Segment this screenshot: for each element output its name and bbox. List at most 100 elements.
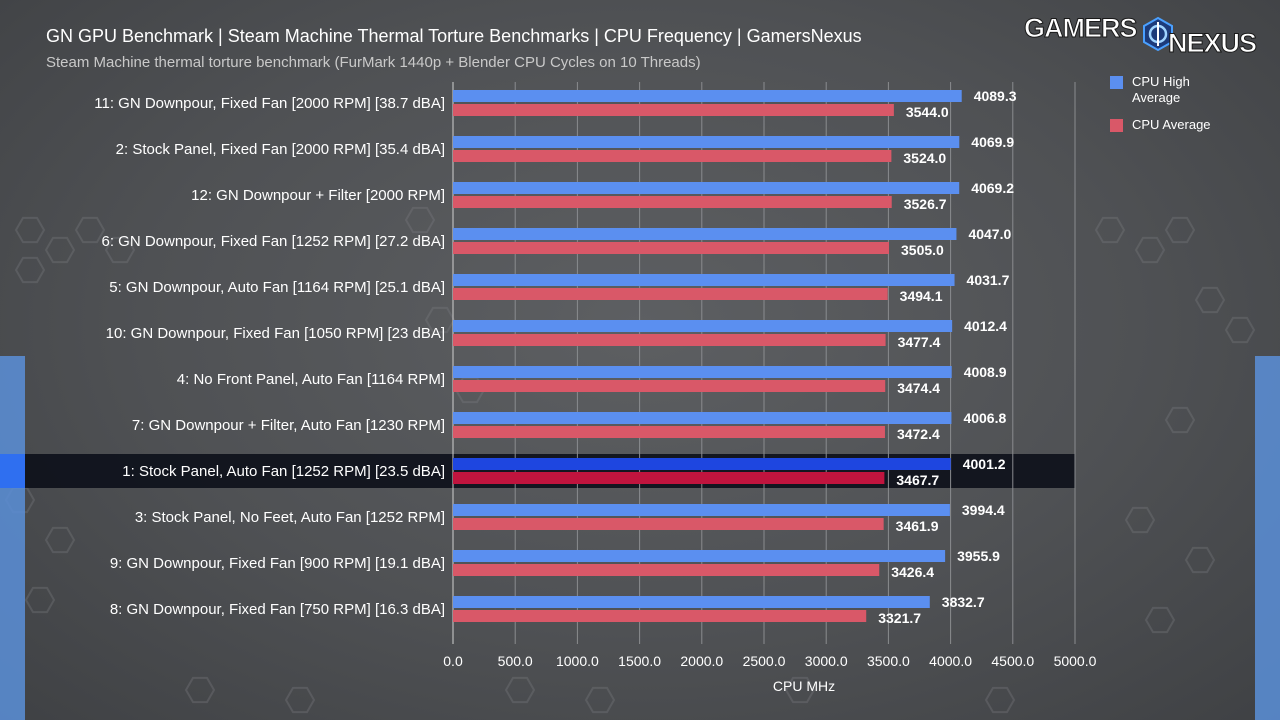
category-label: 4: No Front Panel, Auto Fan [1164 RPM] xyxy=(177,371,445,388)
category-label: 8: GN Downpour, Fixed Fan [750 RPM] [16.… xyxy=(110,601,445,618)
bar-cpu-average xyxy=(453,380,886,392)
value-label-cpu-average: 3472.4 xyxy=(897,426,940,442)
value-label-cpu-high-average: 4006.8 xyxy=(963,410,1006,426)
value-label-cpu-high-average: 4069.2 xyxy=(971,180,1014,196)
category-label: 12: GN Downpour + Filter [2000 RPM] xyxy=(191,187,445,204)
bar-cpu-high-average xyxy=(453,136,960,148)
bar-cpu-average xyxy=(453,288,888,300)
category-label: 1: Stock Panel, Auto Fan [1252 RPM] [23.… xyxy=(122,463,445,480)
value-label-cpu-average: 3524.0 xyxy=(903,150,946,166)
gn-emblem-icon xyxy=(1143,16,1173,52)
hexagon-shape xyxy=(1124,506,1156,534)
hexagon-shape xyxy=(14,216,46,244)
value-label-cpu-average: 3474.4 xyxy=(897,380,940,396)
category-label: 5: GN Downpour, Auto Fan [1164 RPM] [25.… xyxy=(109,279,445,296)
bar-cpu-average xyxy=(453,518,884,530)
chart-subtitle: Steam Machine thermal torture benchmark … xyxy=(46,54,701,71)
x-tick-label: 3500.0 xyxy=(867,653,910,669)
svg-text:NEXUS: NEXUS xyxy=(1168,28,1256,58)
bar-cpu-high-average xyxy=(453,90,962,102)
bar-cpu-average xyxy=(453,150,892,162)
x-tick-label: 500.0 xyxy=(498,653,533,669)
hexagon-shape xyxy=(1164,216,1196,244)
hexagon-shape xyxy=(44,236,76,264)
value-label-cpu-high-average: 4001.2 xyxy=(963,456,1006,472)
value-label-cpu-high-average: 3955.9 xyxy=(957,548,1000,564)
value-label-cpu-average: 3461.9 xyxy=(896,518,939,534)
value-label-cpu-high-average: 3994.4 xyxy=(962,502,1005,518)
bar-cpu-average xyxy=(453,426,885,438)
legend-swatch-red xyxy=(1110,119,1123,132)
bars xyxy=(453,90,962,622)
hexagon-shape xyxy=(984,686,1016,714)
hexagon-shape xyxy=(1224,316,1256,344)
value-label-cpu-average: 3426.4 xyxy=(891,564,934,580)
hexagon-shape xyxy=(1144,606,1176,634)
hexagon-shape xyxy=(404,206,436,234)
value-label-cpu-high-average: 4008.9 xyxy=(964,364,1007,380)
value-label-cpu-high-average: 4031.7 xyxy=(967,272,1010,288)
bar-cpu-high-average xyxy=(453,182,960,194)
value-label-cpu-average: 3321.7 xyxy=(878,610,921,626)
x-tick-label: 2000.0 xyxy=(680,653,723,669)
bar-cpu-average xyxy=(453,564,880,576)
hexagon-shape xyxy=(584,686,616,714)
hexagon-shape xyxy=(1094,216,1126,244)
value-label-cpu-high-average: 4089.3 xyxy=(974,88,1017,104)
bar-cpu-high-average xyxy=(453,412,952,424)
x-axis-title: CPU MHz xyxy=(773,678,835,694)
value-label-cpu-average: 3526.7 xyxy=(904,196,947,212)
hexagon-shape xyxy=(284,686,316,714)
category-label: 10: GN Downpour, Fixed Fan [1050 RPM] [2… xyxy=(106,325,445,342)
category-label: 6: GN Downpour, Fixed Fan [1252 RPM] [27… xyxy=(101,233,445,250)
hexagon-shape xyxy=(1134,236,1166,264)
hexagon-shape xyxy=(1194,286,1226,314)
bar-cpu-high-average xyxy=(453,550,946,562)
bar-cpu-average xyxy=(453,610,867,622)
bar-cpu-high-average xyxy=(453,458,951,470)
hexagon-shape xyxy=(504,676,536,704)
category-label: 2: Stock Panel, Fixed Fan [2000 RPM] [35… xyxy=(116,141,445,158)
value-label-cpu-average: 3467.7 xyxy=(896,472,939,488)
bar-cpu-average xyxy=(453,196,892,208)
bar-cpu-high-average xyxy=(453,274,955,286)
value-label-cpu-high-average: 4047.0 xyxy=(968,226,1011,242)
x-tick-label: 3000.0 xyxy=(805,653,848,669)
bar-cpu-high-average xyxy=(453,228,957,240)
bar-cpu-average xyxy=(453,104,894,116)
hexagon-shape xyxy=(104,236,136,264)
hexagon-shape xyxy=(1184,546,1216,574)
legend-label: CPU Average xyxy=(1132,117,1211,132)
bar-cpu-high-average xyxy=(453,504,950,516)
value-label-cpu-average: 3477.4 xyxy=(898,334,941,350)
category-labels: 11: GN Downpour, Fixed Fan [2000 RPM] [3… xyxy=(94,95,445,618)
x-tick-label: 2500.0 xyxy=(743,653,786,669)
value-label-cpu-average: 3505.0 xyxy=(901,242,944,258)
x-tick-label: 1500.0 xyxy=(618,653,661,669)
value-label-cpu-high-average: 4069.9 xyxy=(971,134,1014,150)
bar-cpu-high-average xyxy=(453,320,953,332)
value-labels: 4089.3 3544.0 4069.9 3524.0 4069.2 3526.7 4047… xyxy=(878,88,1017,626)
left-side-accent xyxy=(0,356,25,720)
bar-cpu-average xyxy=(453,242,890,254)
svg-text:GAMERS: GAMERS xyxy=(1024,13,1137,43)
category-label: 11: GN Downpour, Fixed Fan [2000 RPM] [3… xyxy=(94,95,445,112)
category-label: 9: GN Downpour, Fixed Fan [900 RPM] [19.… xyxy=(110,555,445,572)
bar-cpu-average xyxy=(453,472,885,484)
x-axis-ticks: 0.0 500.0 1000.0 1500.0 2000.0 2500.0 3000.0 35… xyxy=(443,653,1096,669)
bar-cpu-average xyxy=(453,334,886,346)
legend-swatch-blue xyxy=(1110,76,1123,89)
right-side-accent xyxy=(1255,356,1280,720)
legend: CPU High Average CPU Average xyxy=(1110,74,1250,144)
hexagon-shape xyxy=(44,526,76,554)
chart-title: GN GPU Benchmark | Steam Machine Thermal… xyxy=(46,26,862,46)
value-label-cpu-high-average: 4012.4 xyxy=(964,318,1007,334)
x-tick-label: 0.0 xyxy=(443,653,463,669)
value-label-cpu-high-average: 3832.7 xyxy=(942,594,985,610)
highlight-band-accent xyxy=(0,454,25,488)
hexagon-shape xyxy=(74,216,106,244)
legend-item-cpu-high-average: CPU High Average xyxy=(1110,74,1250,106)
gamersnexus-logo: GAMERS NEXUS xyxy=(1024,13,1258,59)
